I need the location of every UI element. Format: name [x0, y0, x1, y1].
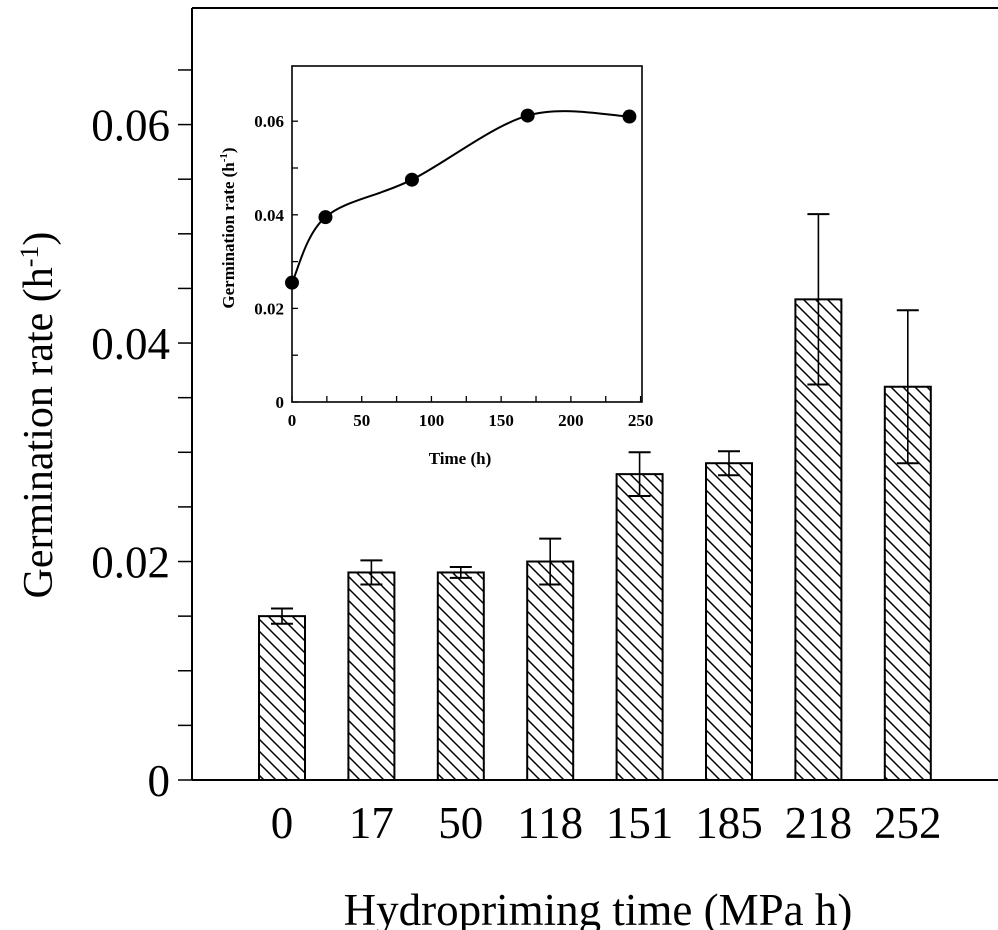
- main-x-axis-label: Hydropriming time (MPa h): [344, 885, 853, 930]
- main-x-tick-label: 50: [438, 798, 483, 848]
- inset-y-tick-label: 0: [276, 393, 285, 412]
- main-y-ticks: 0 0.02 0.04 0.06: [91, 69, 192, 806]
- bar: [615, 473, 664, 781]
- inset-data-point: [318, 210, 333, 225]
- inset-series-line: [291, 110, 630, 284]
- inset-y-ticks: 0 0.02 0.04 0.06: [254, 112, 298, 412]
- main-x-tick-label: 252: [874, 798, 942, 848]
- inset-x-ticks: 0 50 100 150 200 250: [288, 396, 654, 430]
- inset-x-axis-label: Time (h): [429, 449, 492, 468]
- inset-x-tick-label: 200: [558, 411, 584, 430]
- main-x-tick-label: 0: [271, 798, 294, 848]
- bar: [347, 571, 396, 782]
- main-x-tick-label: 151: [606, 798, 674, 848]
- inset-y-axis-label: Germination rate (h-1): [218, 147, 238, 308]
- inset-data-point: [622, 109, 637, 124]
- main-y-tick-label: 0: [148, 756, 171, 806]
- inset-x-tick-label: 250: [628, 411, 654, 430]
- inset-x-tick-label: 0: [288, 411, 297, 430]
- main-error-bars: [271, 213, 919, 625]
- inset-x-tick-label: 100: [419, 411, 445, 430]
- inset-x-tick-label: 50: [353, 411, 370, 430]
- main-x-tick-label: 185: [695, 798, 763, 848]
- bar: [258, 615, 306, 781]
- main-x-ticks: 0 17 50 118 151 185 218 252: [271, 798, 942, 848]
- main-y-tick-label: 0.06: [91, 101, 170, 151]
- inset-y-tick-label: 0.02: [254, 299, 284, 318]
- inset-data-point: [520, 108, 535, 123]
- inset-data-point: [285, 275, 299, 290]
- main-y-axis-label: Germination rate (h-1): [15, 232, 62, 599]
- main-y-tick-label: 0.02: [91, 538, 170, 588]
- inset-y-tick-label: 0.06: [254, 112, 284, 131]
- main-x-tick-label: 118: [517, 798, 583, 848]
- main-x-tick-label: 218: [785, 798, 853, 848]
- inset-y-tick-label: 0.04: [254, 206, 284, 225]
- inset-frame: [291, 65, 643, 403]
- inset-data-point: [404, 172, 419, 187]
- bar: [526, 560, 575, 781]
- main-y-tick-label: 0.04: [91, 319, 170, 369]
- inset-x-tick-label: 150: [488, 411, 514, 430]
- bar: [436, 571, 485, 782]
- bar: [705, 462, 753, 781]
- main-axes: [191, 7, 998, 781]
- inset-line-chart: 0 0.02 0.04 0.06 0 50 100 150 200 250 Time (h) G…: [218, 65, 654, 468]
- inset-points: [285, 108, 637, 290]
- main-bar-chart: 0 0.02 0.04 0.06 0 17 50 118 151 185 218 252 Hydro…: [15, 7, 998, 930]
- main-x-tick-label: 17: [349, 798, 394, 848]
